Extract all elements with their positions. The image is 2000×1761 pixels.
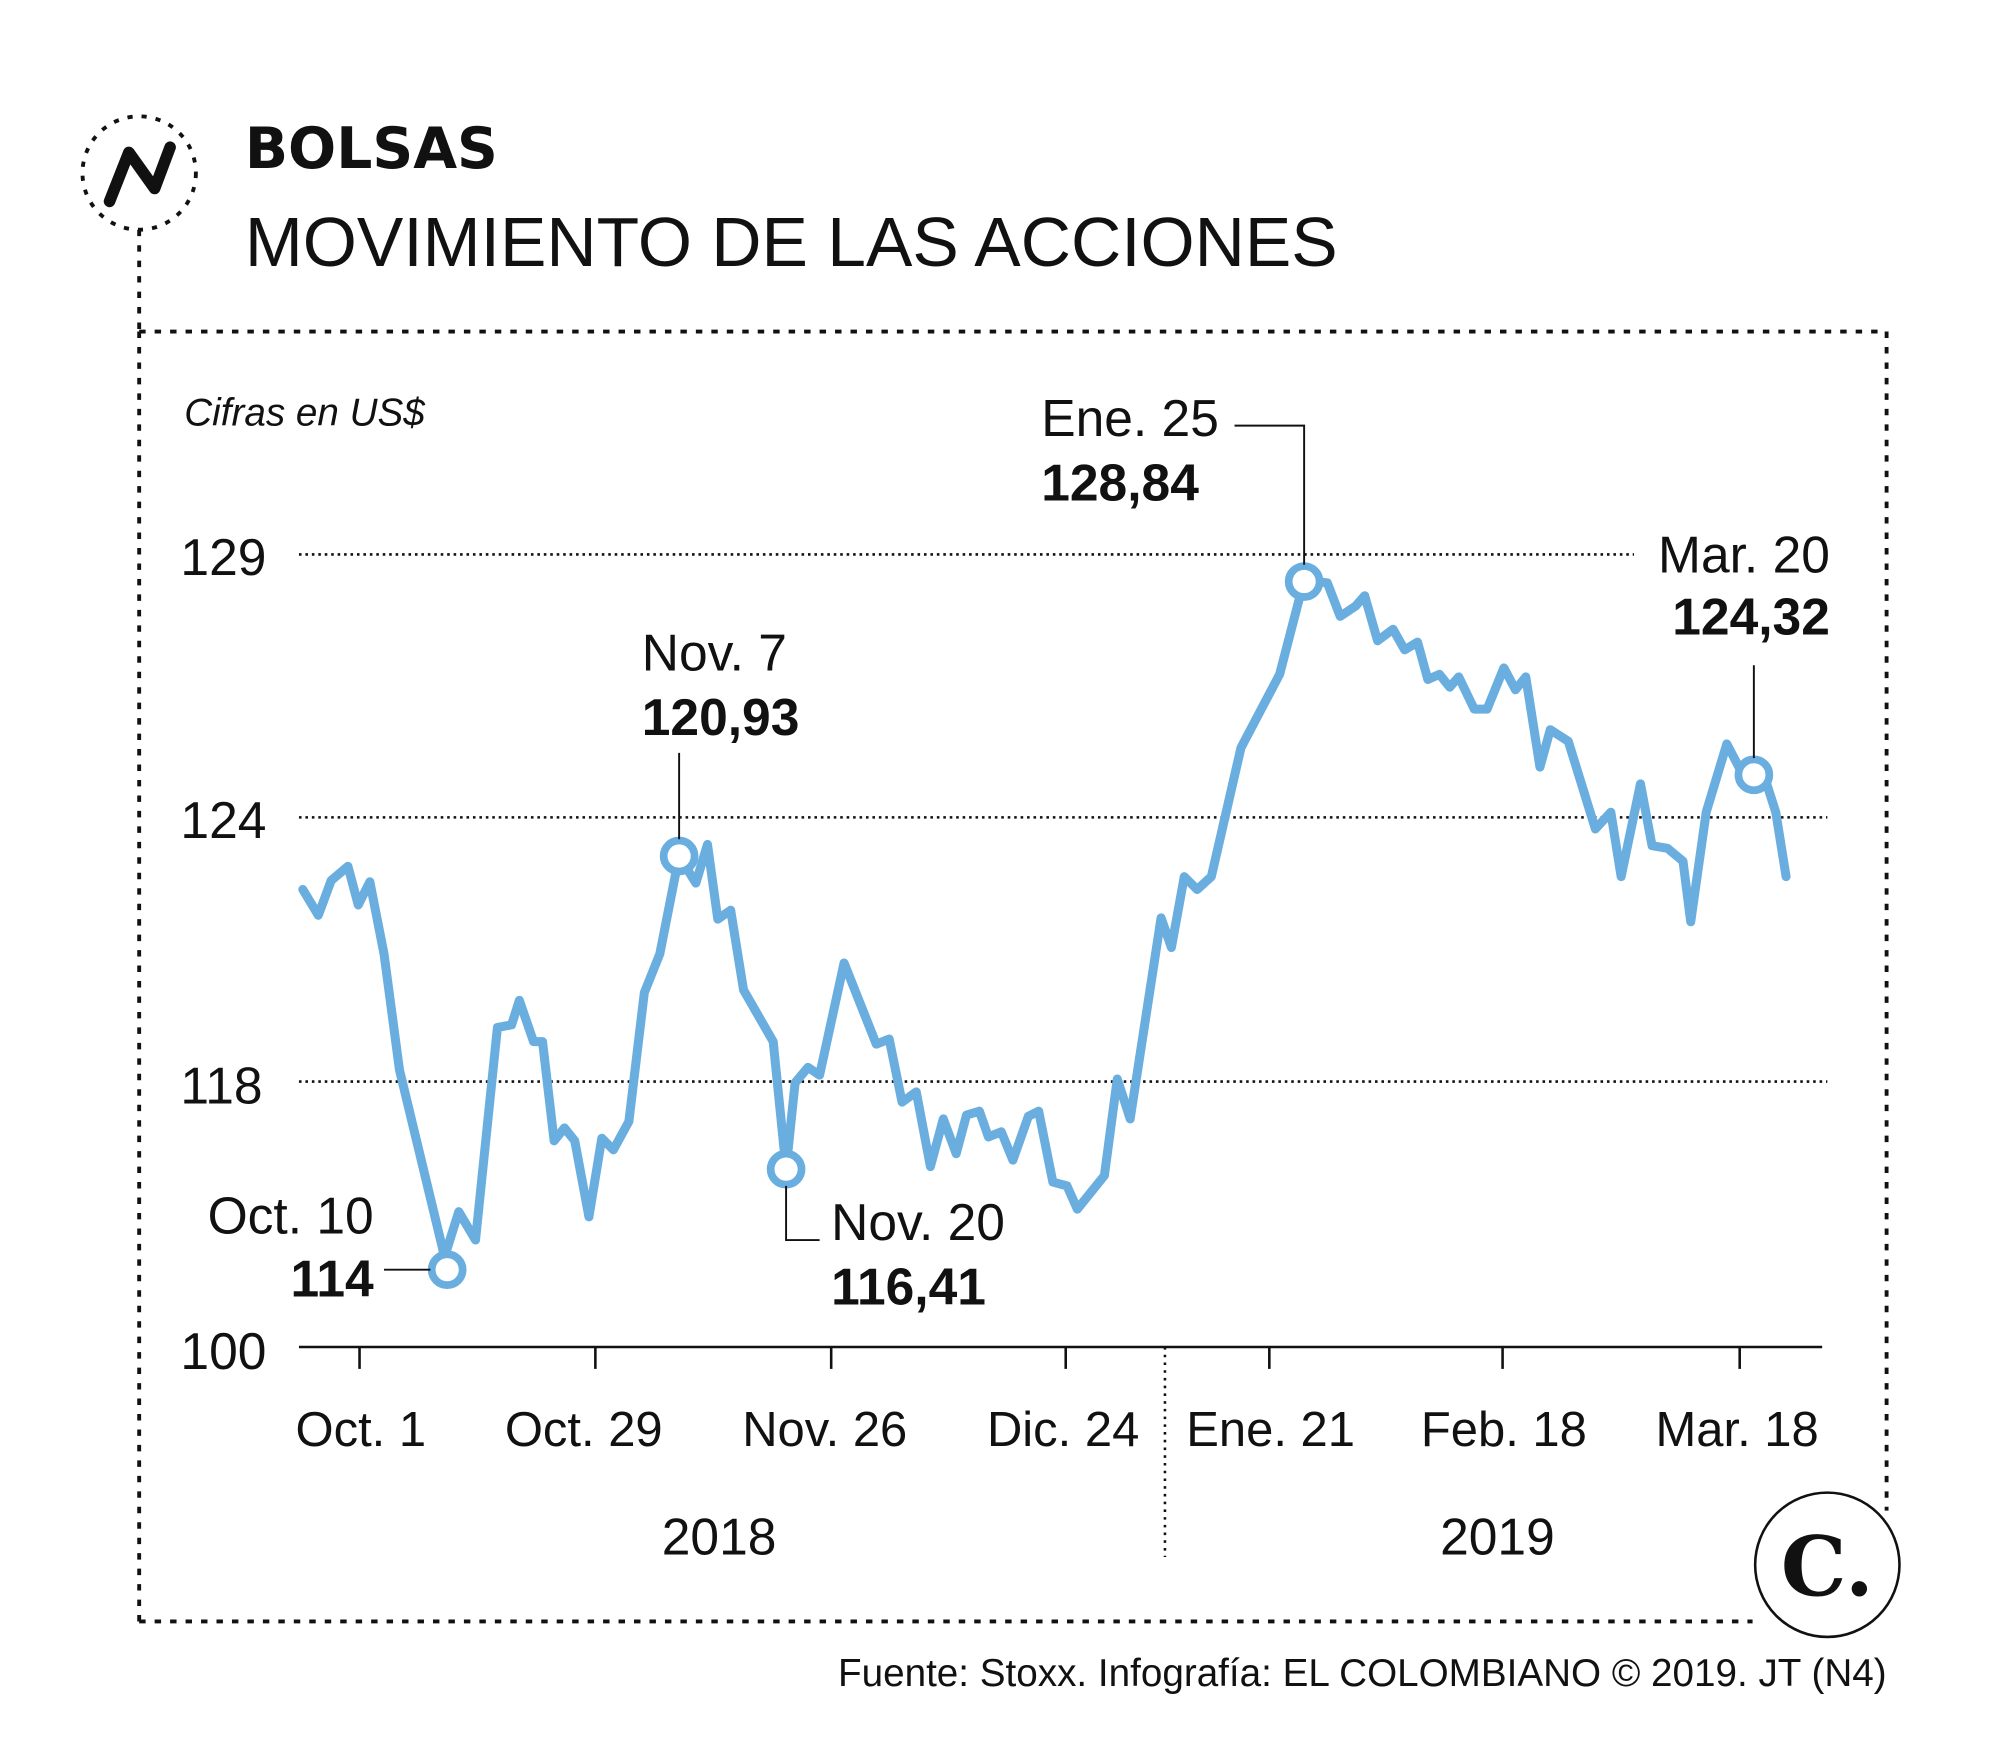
x-tick-label: Feb. 18 <box>1421 1403 1587 1457</box>
annotation-date: Mar. 20 <box>1658 526 1830 584</box>
annotation-value: 114 <box>291 1250 374 1308</box>
annotation-date: Nov. 7 <box>642 623 787 681</box>
el-colombiano-logo: C. <box>1753 1491 1901 1639</box>
annotation-date: Nov. 20 <box>831 1193 1005 1251</box>
annotation-value: 128,84 <box>1041 453 1199 511</box>
annotation-value: 120,93 <box>642 688 800 746</box>
x-axis <box>298 1345 1823 1558</box>
x-tick-label: Mar. 18 <box>1655 1403 1818 1457</box>
x-tick-label: Nov. 26 <box>742 1403 907 1457</box>
source-credit: Fuente: Stoxx. Infografía: EL COLOMBIANO… <box>838 1652 1887 1695</box>
annotation-date: Ene. 25 <box>1041 389 1219 447</box>
gridlines <box>298 553 1828 1083</box>
x-axis-labels: Oct. 1 Oct. 29 Nov. 26 Dic. 24 Ene. 21 F… <box>296 1403 1819 1565</box>
price-line <box>298 575 1791 1262</box>
logo-text: C. <box>1781 1520 1874 1616</box>
x-tick-label: Oct. 1 <box>296 1403 427 1457</box>
annotation-labels: Oct. 10 114 Nov. 7 120,93 Nov. 20 116,41… <box>208 389 1830 1316</box>
year-label: 2019 <box>1440 1507 1555 1565</box>
annotation-value: 116,41 <box>831 1257 986 1315</box>
y-tick-label: 124 <box>180 791 266 849</box>
header-kicker: BOLSAS <box>245 116 498 182</box>
year-label: 2018 <box>662 1507 777 1565</box>
y-axis-labels: 129 124 118 100 <box>180 528 266 1380</box>
stock-zigzag-icon <box>80 114 198 333</box>
annotation-date: Oct. 10 <box>208 1187 374 1245</box>
x-tick-label: Oct. 29 <box>505 1403 663 1457</box>
annotation-value: 124,32 <box>1672 587 1830 645</box>
chart-frame <box>137 329 1889 1624</box>
x-tick-label: Dic. 24 <box>987 1403 1139 1457</box>
y-tick-label: 100 <box>180 1322 266 1380</box>
annotation-leaders <box>384 424 1755 1271</box>
x-tick-label: Ene. 21 <box>1186 1403 1355 1457</box>
y-tick-label: 118 <box>180 1056 262 1114</box>
header-title: MOVIMIENTO DE LAS ACCIONES <box>245 203 1338 281</box>
annotation-markers <box>427 562 1774 1290</box>
units-note: Cifras en US$ <box>184 392 426 435</box>
y-tick-label: 129 <box>180 528 266 586</box>
